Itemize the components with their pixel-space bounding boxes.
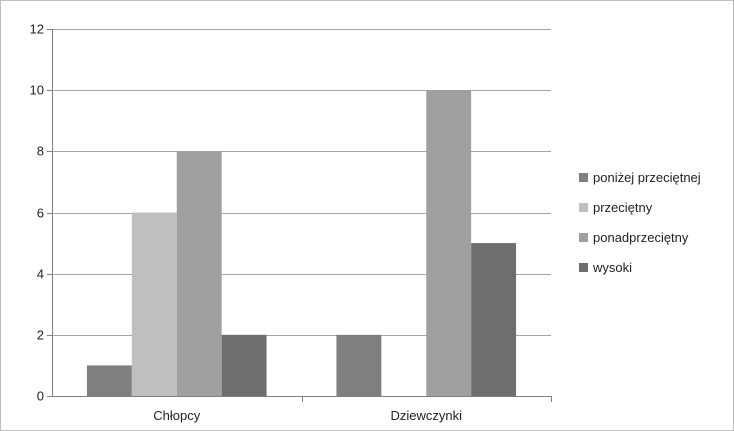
bar <box>176 151 222 396</box>
y-tick-label: 12 <box>30 22 44 37</box>
y-tick-label: 4 <box>37 267 44 282</box>
x-tick-label: Chłopcy <box>153 408 200 423</box>
bar <box>336 334 382 396</box>
legend-label: przeciętny <box>593 200 653 215</box>
y-tick-label: 2 <box>37 328 44 343</box>
bar <box>426 90 472 397</box>
legend-label: poniżej przeciętnej <box>593 170 701 185</box>
y-tick-label: 6 <box>37 206 44 221</box>
bar <box>86 365 132 396</box>
bar <box>221 334 267 396</box>
legend-swatch <box>579 203 588 212</box>
bar <box>471 243 517 396</box>
y-tick-label: 10 <box>30 83 44 98</box>
x-tick-labels: Chłopcy Dziewczynki <box>153 408 462 423</box>
legend-label: wysoki <box>592 260 632 275</box>
bar <box>131 212 177 396</box>
legend-swatch <box>579 173 588 182</box>
legend: poniżej przeciętnej przeciętny ponadprzeci… <box>579 170 701 275</box>
axes <box>47 29 552 402</box>
bars <box>86 90 517 397</box>
legend-swatch <box>579 263 588 272</box>
y-tick-label: 0 <box>37 389 44 404</box>
legend-swatch <box>579 233 588 242</box>
y-tick-labels: 0 2 4 6 8 10 12 <box>30 22 44 404</box>
y-tick-label: 8 <box>37 144 44 159</box>
x-tick-label: Dziewczynki <box>390 408 462 423</box>
legend-label: ponadprzeciętny <box>593 230 689 245</box>
